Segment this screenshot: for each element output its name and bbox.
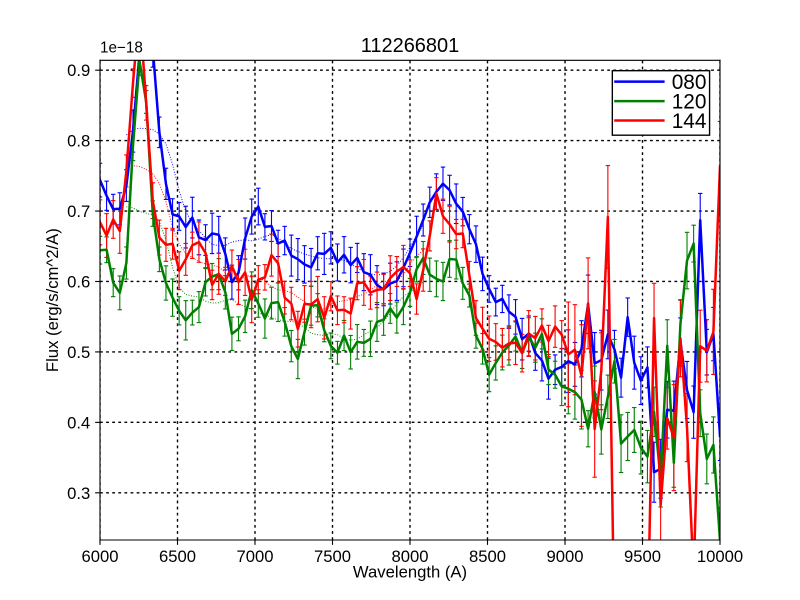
- svg-text:144: 144: [672, 110, 707, 133]
- svg-text:6500: 6500: [159, 547, 196, 566]
- svg-text:9000: 9000: [546, 547, 583, 566]
- svg-text:0.5: 0.5: [67, 343, 90, 362]
- svg-text:0.7: 0.7: [67, 202, 90, 221]
- svg-text:Wavelength (A): Wavelength (A): [353, 562, 467, 581]
- svg-text:0.8: 0.8: [67, 132, 90, 151]
- svg-text:7000: 7000: [236, 547, 273, 566]
- svg-text:0.9: 0.9: [67, 61, 90, 80]
- svg-text:1e−18: 1e−18: [100, 39, 143, 56]
- svg-text:0.4: 0.4: [67, 413, 90, 432]
- svg-text:9500: 9500: [624, 547, 661, 566]
- svg-text:0.6: 0.6: [67, 273, 90, 292]
- svg-text:Flux (erg/s/cm^2/A): Flux (erg/s/cm^2/A): [43, 228, 62, 372]
- svg-text:6000: 6000: [81, 547, 118, 566]
- svg-text:112266801: 112266801: [361, 35, 460, 57]
- svg-text:7500: 7500: [314, 547, 351, 566]
- svg-text:10000: 10000: [697, 547, 743, 566]
- svg-text:8500: 8500: [469, 547, 506, 566]
- svg-text:0.3: 0.3: [67, 484, 90, 503]
